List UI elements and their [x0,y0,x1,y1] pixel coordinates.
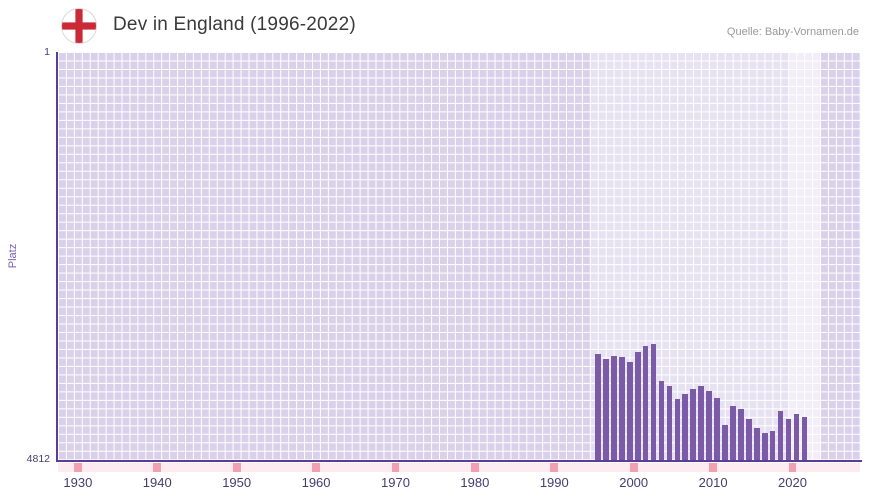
bar-2002[interactable] [642,346,649,460]
bar-2005[interactable] [666,386,673,460]
x-tick-label: 1930 [63,475,93,490]
bar-2007[interactable] [682,393,689,460]
x-tick-label: 2020 [778,475,807,490]
bar-2001[interactable] [634,352,641,460]
bar-1999[interactable] [618,357,625,460]
x-tick-label: 1960 [301,475,331,490]
x-tick-label: 1970 [381,475,410,490]
bar-2004[interactable] [658,380,665,460]
page-title: Dev in England (1996-2022) [113,14,356,35]
x-tick-label: 1990 [539,475,569,490]
decade-marker [470,463,479,472]
bar-2014[interactable] [738,408,744,460]
highlight-band [788,52,821,460]
bar-2017[interactable] [761,432,768,460]
bar-2008[interactable] [690,388,697,460]
bar-1996[interactable] [595,353,601,460]
bar-1997[interactable] [603,358,609,460]
y-axis-label: Platz [7,243,19,269]
x-tick-label: 1980 [460,475,490,490]
decade-marker [629,463,638,472]
bar-2011[interactable] [714,397,720,460]
england-flag-icon [61,8,97,44]
decade-marker [312,463,321,472]
x-tick-label: 2010 [698,475,728,490]
bar-2022[interactable] [801,416,808,460]
source-credit: Quelle: Baby-Vornamen.de [726,26,859,38]
decade-marker [73,463,82,472]
bar-2010[interactable] [706,391,712,460]
bar-2003[interactable] [650,343,657,460]
y-tick-top: 1 [44,46,50,58]
decade-marker [391,463,400,472]
decade-marker [709,463,718,472]
bottom-strip [58,463,860,472]
bar-2006[interactable] [674,398,681,460]
decade-marker [550,463,559,472]
bar-1998[interactable] [610,355,617,460]
decade-marker [232,463,241,472]
decade-marker [788,463,797,472]
x-tick-label: 1950 [222,475,252,490]
bar-2016[interactable] [753,428,760,460]
y-tick-bottom: 4812 [26,453,50,465]
bar-2021[interactable] [793,414,800,460]
bar-2018[interactable] [769,431,776,460]
bar-2015[interactable] [745,419,752,460]
bar-2009[interactable] [698,386,705,460]
bar-2012[interactable] [722,425,728,460]
bar-2000[interactable] [626,362,633,460]
decade-marker [153,463,162,472]
x-axis-line [56,460,862,462]
x-tick-label: 2000 [619,475,649,490]
bar-2020[interactable] [785,419,792,460]
plot-area[interactable] [58,52,860,460]
x-tick-label: 1940 [142,475,172,490]
x-axis-ticks: 1930 1940 1950 1960 1970 1980 1990 2000 2010 2020 [58,475,860,493]
bar-2019[interactable] [777,410,784,460]
bar-2013[interactable] [730,405,736,460]
y-axis-line [56,52,58,462]
